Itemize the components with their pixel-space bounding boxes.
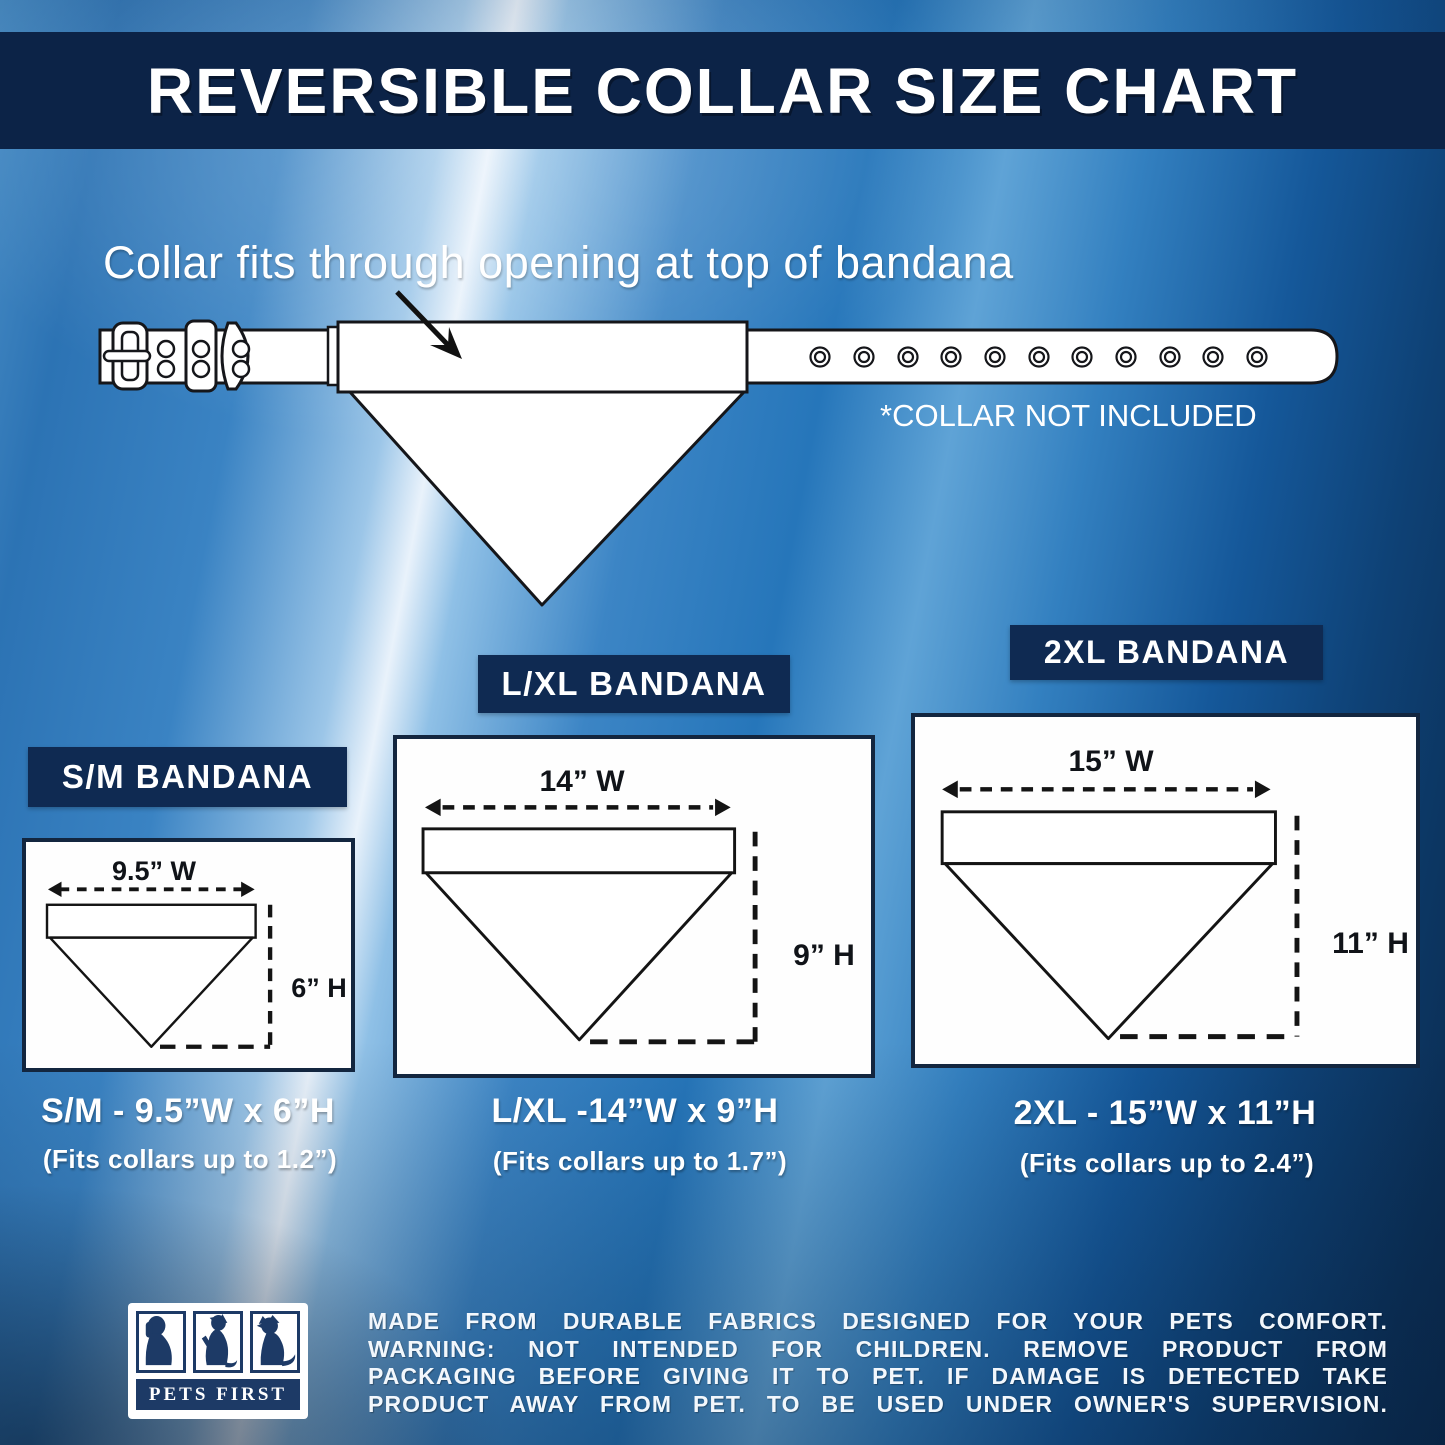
brand-name: PETS FIRST <box>148 1383 288 1405</box>
bandana-triangle <box>348 390 746 607</box>
size-diagram-lxl: 14” W 9” H <box>393 735 875 1078</box>
title-banner: REVERSIBLE COLLAR SIZE CHART <box>0 32 1445 149</box>
hero-caption: Collar fits through opening at top of ba… <box>103 237 1014 288</box>
eyelet-holes <box>809 346 1268 368</box>
size-fits-text-sm: (Fits collars up to 1.2”) <box>42 1144 338 1174</box>
warning-line: WARNING: NOT INTENDED FOR CHILDREN. REMO… <box>368 1335 1388 1362</box>
size-dims-text-2xl: 2XL - 15”W x 11”H <box>1013 1094 1317 1132</box>
bandana-diagram-icon <box>940 780 1300 1041</box>
height-dimension-label: 6” H <box>291 973 347 1003</box>
warning-line: PRODUCT AWAY FROM PET. TO BE USED UNDER … <box>368 1390 1388 1417</box>
size-dims-text-lxl: L/XL -14”W x 9”H <box>491 1092 779 1130</box>
pets-first-logo: PETS FIRST <box>128 1303 308 1419</box>
height-dimension-label: 11” H <box>1332 927 1409 960</box>
size-pill-sm: S/M BANDANA <box>28 747 347 807</box>
size-pill-label: 2XL BANDANA <box>1043 634 1290 670</box>
width-dimension-label: 14” W <box>539 765 625 798</box>
buckle-icon <box>102 319 251 393</box>
size-dims-text-sm: S/M - 9.5”W x 6”H <box>41 1092 335 1130</box>
size-pill-label: L/XL BANDANA <box>501 665 767 702</box>
size-diagram-2xl: 15” W 11” H <box>911 713 1420 1068</box>
dog-silhouette-3-icon <box>250 1311 300 1373</box>
size-pill-lxl: L/XL BANDANA <box>478 655 790 713</box>
bandana-diagram-icon <box>421 798 758 1045</box>
logo-panes <box>136 1311 300 1373</box>
collar-not-included-note: *COLLAR NOT INCLUDED <box>880 398 1257 433</box>
size-pill-2xl: 2XL BANDANA <box>1010 625 1323 680</box>
warning-text: MADE FROM DURABLE FABRICS DESIGNED FOR Y… <box>368 1308 1388 1418</box>
size-fits-text-lxl: (Fits collars up to 1.7”) <box>492 1146 788 1176</box>
warning-line: PACKAGING BEFORE GIVING IT TO PET. IF DA… <box>368 1363 1388 1389</box>
size-pill-label: S/M BANDANA <box>61 758 314 795</box>
arrow-icon <box>395 290 462 359</box>
dog-silhouette-1-icon <box>136 1311 186 1373</box>
width-dimension-label: 9.5” W <box>111 856 197 886</box>
bandana-sleeve <box>336 320 749 394</box>
page-title: REVERSIBLE COLLAR SIZE CHART <box>146 54 1299 127</box>
brand-bar: PETS FIRST <box>136 1379 300 1410</box>
dog-silhouette-2-icon <box>193 1311 243 1373</box>
size-diagram-sm: 9.5” W 6” H <box>22 838 355 1072</box>
width-dimension-label: 15” W <box>1068 745 1154 778</box>
warning-line: MADE FROM DURABLE FABRICS DESIGNED FOR Y… <box>368 1308 1388 1334</box>
collar-illustration <box>98 290 1339 607</box>
bandana-diagram-icon <box>45 881 273 1049</box>
size-fits-text-2xl: (Fits collars up to 2.4”) <box>1019 1148 1315 1178</box>
height-dimension-label: 9” H <box>793 939 855 972</box>
